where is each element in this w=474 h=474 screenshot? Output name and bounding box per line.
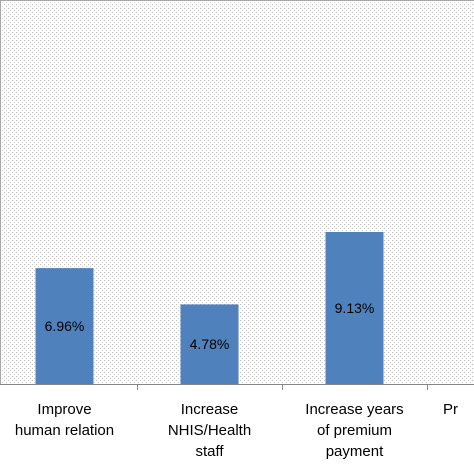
bar <box>325 231 384 384</box>
x-tick-label: Increase years of premium payment <box>305 401 403 460</box>
x-tick-label: Pr <box>443 401 458 418</box>
bars-group: 6.96% 4.78% 9.13% <box>35 231 384 384</box>
data-label: 4.78% <box>190 336 230 352</box>
x-axis-ticks <box>137 384 428 390</box>
x-axis-labels: Improve human relation Increase NHIS/Health… <box>15 401 458 460</box>
x-tick-label: Increase NHIS/Health staff <box>168 401 251 460</box>
bar <box>35 268 94 384</box>
x-tick-label: Improve human relation <box>15 401 114 439</box>
data-label: 6.96% <box>45 318 85 334</box>
data-label: 9.13% <box>335 300 375 316</box>
bar <box>180 304 239 384</box>
